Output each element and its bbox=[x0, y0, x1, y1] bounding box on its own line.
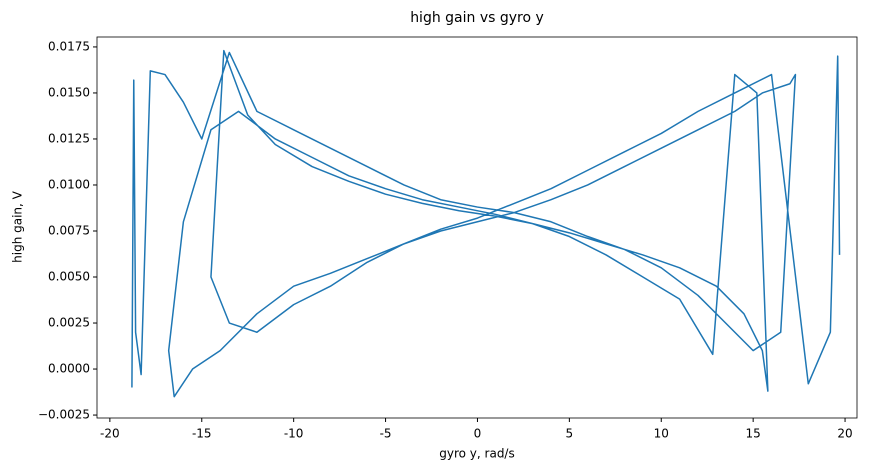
y-tick-label: 0.0125 bbox=[48, 131, 90, 145]
x-axis-label: gyro y, rad/s bbox=[439, 447, 514, 461]
y-tick-label: 0.0175 bbox=[48, 39, 90, 53]
y-tick-label: 0.0050 bbox=[48, 270, 90, 284]
data-line bbox=[131, 49, 841, 398]
y-axis-label: high gain, V bbox=[11, 190, 25, 263]
chart-title: high gain vs gyro y bbox=[410, 10, 544, 26]
y-tick-label: 0.0150 bbox=[48, 85, 90, 99]
x-tick-label: 20 bbox=[837, 427, 852, 441]
y-tick-label: 0.0075 bbox=[48, 223, 90, 237]
x-tick-label: 15 bbox=[746, 427, 761, 441]
x-tick-label: 5 bbox=[566, 427, 574, 441]
x-tick-label: -20 bbox=[100, 427, 120, 441]
x-tick-label: -10 bbox=[284, 427, 304, 441]
y-tick-label: 0.0025 bbox=[48, 316, 90, 330]
x-tick-label: 10 bbox=[654, 427, 669, 441]
x-tick-label: 0 bbox=[474, 427, 482, 441]
y-tick-label: −0.0025 bbox=[38, 408, 90, 422]
x-tick-label: -5 bbox=[380, 427, 392, 441]
axes-frame bbox=[96, 36, 858, 419]
y-tick-label: 0.0100 bbox=[48, 177, 90, 191]
x-tick-label: -15 bbox=[192, 427, 212, 441]
y-tick-label: 0.0000 bbox=[48, 362, 90, 376]
